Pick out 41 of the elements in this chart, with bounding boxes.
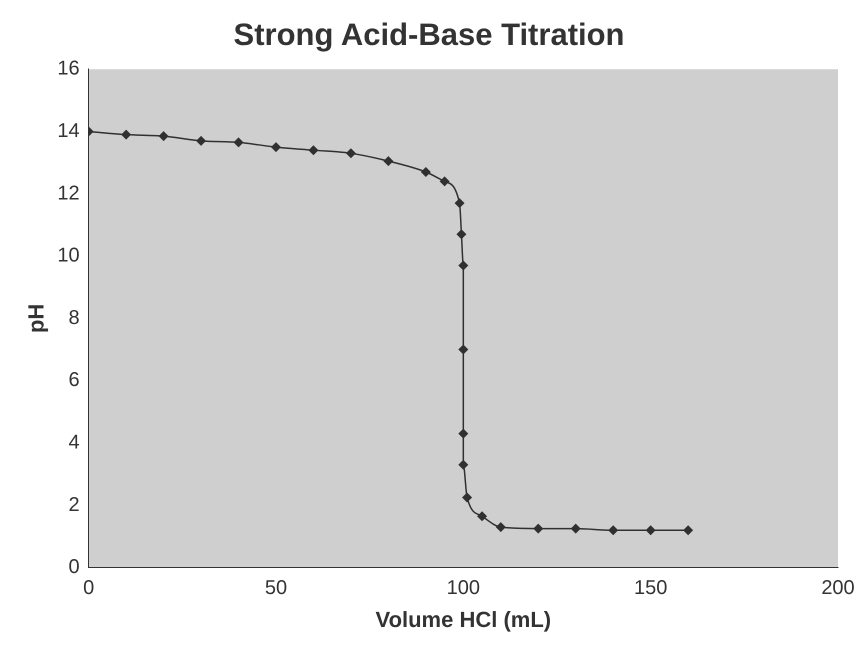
x-tick-label: 50 [264,577,288,600]
point [458,428,468,439]
point [477,511,488,522]
point [570,524,581,534]
y-axis-title: pH [23,304,48,334]
point [440,176,450,186]
chart-title: Strong Acid-Base Titration [234,17,624,52]
y-tick-label: 14 [57,120,80,142]
point [496,522,506,532]
y-tick-label: 10 [57,244,80,267]
point [383,156,394,166]
point [308,145,318,156]
point [462,492,472,503]
x-tick-label: 150 [634,577,668,600]
y-tick-label: 6 [68,369,80,392]
point [646,525,656,536]
point [420,166,431,177]
x-tick-label: 200 [821,577,855,600]
point [533,524,544,534]
point [458,460,468,470]
point [158,131,169,142]
point [458,344,468,355]
point [458,260,468,270]
point [346,148,356,158]
x-axis-title: Volume HCl (mL) [376,606,552,632]
x-tick-label: 0 [83,577,94,600]
y-tick-label: 12 [57,182,80,204]
y-tick-label: 0 [68,556,80,578]
point [608,525,618,536]
y-tick-label: 4 [68,432,80,454]
point [454,198,465,208]
point [270,142,281,152]
point [234,137,244,148]
y-tick-label: 16 [57,58,80,80]
point [196,136,206,146]
y-tick-label: 8 [68,306,80,329]
point [121,130,132,140]
point [456,229,466,240]
x-tick-label: 100 [446,577,480,600]
point [683,525,694,536]
y-tick-label: 2 [68,494,80,516]
